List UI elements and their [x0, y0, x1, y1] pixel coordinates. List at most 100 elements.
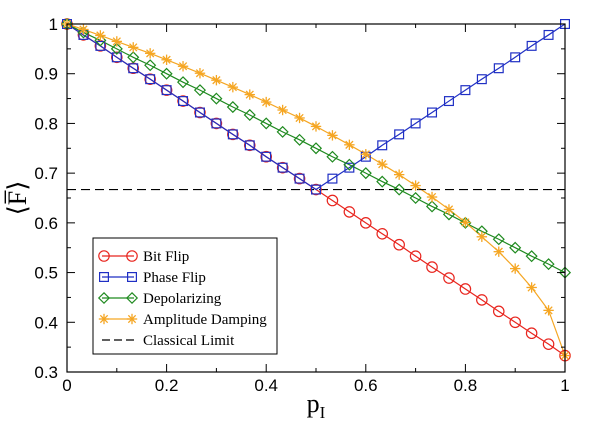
bit-flip-point	[359, 217, 372, 229]
phase-flip-point	[161, 85, 172, 96]
x-tick-label: 0.4	[254, 376, 278, 395]
depolarizing-point	[525, 250, 538, 263]
bit-flip-point	[94, 40, 107, 52]
depolarizing-point	[110, 42, 123, 55]
bit-flip-point	[525, 327, 538, 340]
depolarizing-point	[425, 200, 439, 213]
bit-flip-point	[326, 194, 339, 207]
y-tick-label: 0.9	[34, 65, 58, 84]
depolarizing-point	[276, 125, 289, 138]
bit-flip-point	[343, 206, 356, 218]
depolarizing-point	[144, 59, 157, 72]
depolarizing-point	[293, 133, 306, 146]
bit-flip-point	[260, 150, 272, 163]
amplitude-damping-point	[510, 263, 521, 274]
amplitude-damping-point	[410, 180, 421, 191]
phase-flip-point	[443, 96, 454, 107]
bit-flip-point	[459, 283, 472, 295]
depolarizing-point	[542, 258, 555, 271]
bit-flip-point	[376, 227, 389, 240]
bit-flip-point	[227, 128, 239, 141]
depolarizing-point	[359, 167, 372, 180]
legend-marker-phase-flip	[98, 272, 109, 283]
depolarizing-point	[243, 108, 256, 122]
phase-flip-point	[227, 129, 238, 140]
phase-flip-point	[394, 129, 405, 140]
phase-flip-point	[178, 96, 189, 107]
phase-flip-point	[95, 40, 106, 51]
depolarizing-point	[77, 26, 90, 39]
x-tick-label: 1	[560, 376, 569, 395]
y-tick-label: 0.6	[34, 214, 58, 233]
amplitude-damping-point	[294, 112, 305, 124]
amplitude-damping-point	[360, 149, 371, 160]
amplitude-damping-point	[194, 68, 206, 79]
legend-label-classical-limit: Classical Limit	[143, 333, 235, 349]
legend-label-depolarizing: Depolarizing	[143, 291, 222, 307]
depolarizing-line	[66, 23, 566, 274]
depolarizing-point	[409, 191, 422, 205]
bit-flip-point	[476, 294, 488, 306]
legend-label-bit-flip: Bit Flip	[143, 249, 189, 265]
legend-marker-depolarizing	[97, 291, 111, 305]
phase-flip-point	[410, 118, 421, 129]
phase-flip-point	[543, 29, 554, 40]
amplitude-damping-point	[111, 36, 122, 47]
amplitude-damping-point	[443, 204, 455, 215]
x-axis-label: pI	[307, 389, 326, 422]
legend-marker-bit-flip	[98, 250, 110, 262]
depolarizing-point	[509, 241, 522, 254]
bit-flip-point	[542, 338, 555, 350]
bit-flip-point	[492, 305, 505, 318]
phase-flip-point	[427, 107, 438, 118]
bit-flip-point	[210, 117, 223, 130]
amplitude-damping-point	[177, 61, 189, 72]
bit-flip-point	[276, 161, 289, 174]
phase-flip-point	[476, 74, 487, 85]
amplitude-damping-point	[261, 96, 272, 108]
depolarizing-point	[309, 142, 323, 155]
phase-flip-point	[211, 118, 222, 129]
depolarizing-point	[459, 216, 472, 229]
depolarizing-point	[260, 117, 273, 130]
legend: Bit Flip Phase Flip Depolarizing Amplitude …	[92, 237, 278, 355]
bit-flip-point	[426, 261, 438, 273]
bit-flip-point	[160, 84, 173, 96]
phase-flip-point	[460, 85, 471, 96]
depolarizing-point	[160, 67, 173, 80]
y-tick-label: 0.3	[34, 363, 58, 382]
bit-flip-point	[194, 106, 206, 119]
amplitude-damping-point	[460, 217, 471, 228]
phase-flip-point	[244, 140, 255, 151]
y-tick-label: 0.5	[34, 264, 58, 283]
tick-labels: 0 0.2 0.4 0.6 0.8 1 0.3 0.4 0.5 0.6 0.7 0.8 0.9 1	[34, 15, 569, 395]
x-tick-label: 0.2	[155, 376, 179, 395]
amplitude-damping-point	[244, 89, 255, 100]
phase-flip-line	[66, 23, 566, 191]
phase-flip-point	[526, 40, 537, 51]
phase-flip-point	[377, 140, 388, 151]
amplitude-damping-point	[310, 121, 322, 132]
phase-flip-point	[344, 162, 355, 173]
y-axis-label: ⟨F̅⟩	[3, 181, 32, 216]
depolarizing-point	[226, 100, 239, 114]
x-tick-label: 0.8	[454, 376, 478, 395]
bit-flip-point	[144, 73, 156, 85]
phase-flip-point	[327, 173, 338, 184]
y-tick-label: 1	[49, 15, 58, 34]
depolarizing-point	[492, 233, 505, 246]
amplitude-damping-point	[211, 74, 222, 86]
legend-box	[92, 237, 278, 355]
amplitude-damping-point	[95, 30, 106, 41]
amplitude-damping-point	[393, 169, 405, 180]
depolarizing-point	[343, 158, 356, 171]
phase-flip-point	[194, 107, 205, 118]
phase-flip-point	[311, 184, 322, 195]
depolarizing-point	[193, 84, 207, 97]
phase-flip-point	[111, 52, 122, 63]
amplitude-damping-point	[543, 305, 554, 316]
bit-flip-point	[310, 183, 322, 196]
amplitude-damping-point	[344, 139, 355, 151]
legend-marker-amplitude-damping	[98, 313, 110, 325]
legend-marker-depolarizing	[125, 291, 139, 305]
